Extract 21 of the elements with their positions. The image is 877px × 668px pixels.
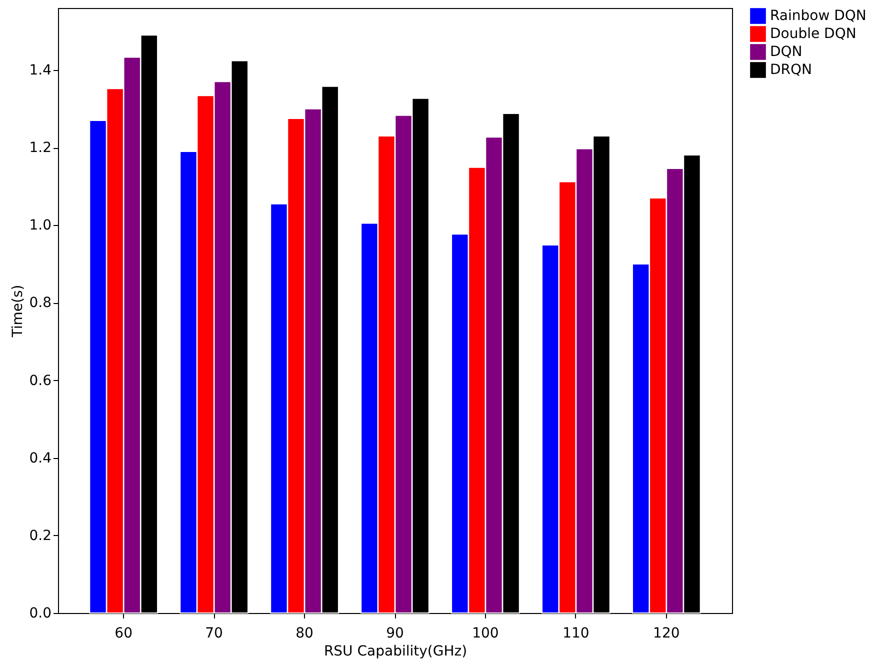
y-axis-title: Time(s) [10,284,26,338]
y-tick-label: 0.4 [29,450,52,466]
x-axis-title: RSU Capability(GHz) [324,644,468,660]
y-tick-label: 1.0 [29,218,52,234]
x-tick-label: 70 [205,626,223,642]
y-tick-label: 0.0 [29,606,52,622]
y-tick-label: 1.2 [29,140,52,156]
y-tick-label: 0.2 [29,528,52,544]
x-tick-label: 120 [653,626,680,642]
legend-label: DRQN [770,62,812,78]
legend-label: DQN [770,44,802,60]
legend-label: Double DQN [770,26,856,42]
x-tick-label: 90 [386,626,404,642]
y-tick-label: 0.8 [29,295,52,312]
x-tick-label: 100 [472,626,499,642]
x-tick-label: 110 [562,626,590,642]
y-tick-label: 0.6 [29,372,52,389]
legend-label: Rainbow DQN [770,8,866,24]
x-tick-label: 60 [114,626,133,642]
x-tick-label: 80 [296,626,314,642]
y-tick-label: 1.4 [29,62,52,79]
